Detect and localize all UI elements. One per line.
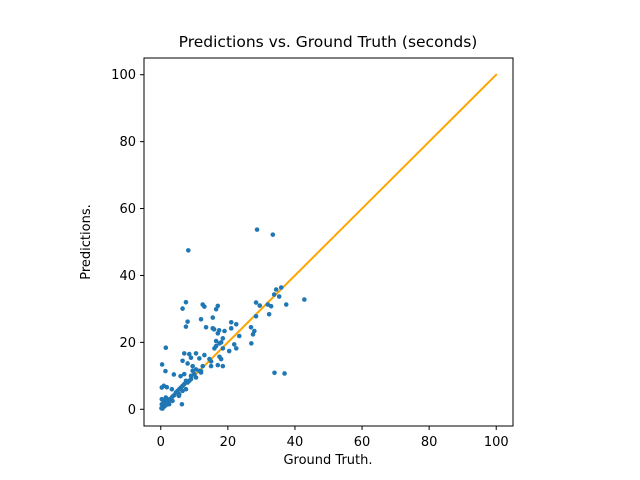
- scatter-point: [185, 248, 191, 253]
- y-tick-label: 0: [128, 403, 136, 418]
- scatter-point: [183, 299, 189, 305]
- y-tick-label: 80: [119, 135, 136, 150]
- y-tick-label: 100: [111, 68, 136, 83]
- y-axis-label: Predictions.: [79, 204, 94, 280]
- plot-area: 0 20 40 60 80 100 0 20 40 60 80 100: [111, 57, 514, 450]
- scatter-point: [181, 371, 187, 377]
- scatter-point: [170, 398, 175, 404]
- x-tick-label: 100: [484, 435, 509, 450]
- scatter-point: [179, 401, 185, 407]
- y-tick-label: 20: [119, 336, 136, 351]
- scatter-point: [213, 338, 219, 344]
- scatter-point: [188, 355, 194, 361]
- x-tick-label: 0: [157, 435, 165, 450]
- scatter-point: [302, 297, 307, 302]
- x-tick-label: 60: [354, 435, 371, 450]
- scatter-point: [197, 356, 202, 361]
- scatter-point: [222, 328, 227, 334]
- scatter-point: [210, 315, 216, 320]
- scatter-point: [248, 325, 254, 330]
- scatter-point: [273, 287, 279, 292]
- scatter-point: [180, 358, 185, 364]
- scatter-point: [218, 340, 224, 345]
- scatter-point: [270, 232, 276, 237]
- scatter-point: [176, 393, 182, 399]
- x-tick-label: 80: [421, 435, 438, 450]
- scatter-point: [218, 356, 224, 362]
- scatter-point: [231, 342, 237, 347]
- scatter-point: [188, 376, 194, 382]
- scatter-point: [159, 385, 165, 390]
- scatter-point: [213, 343, 219, 349]
- scatter-point: [233, 346, 239, 351]
- x-tick-label: 20: [220, 435, 237, 450]
- identity-line: [159, 73, 498, 411]
- scatter-point: [220, 336, 226, 341]
- scatter-point: [202, 304, 207, 309]
- scatter-point: [268, 303, 274, 309]
- scatter-point: [211, 327, 217, 332]
- scatter-point: [193, 375, 199, 380]
- scatter-point: [253, 313, 259, 319]
- scatter-point: [266, 311, 272, 317]
- y-tick-label: 40: [119, 269, 136, 284]
- scatter-point: [171, 372, 177, 377]
- scatter-point: [166, 401, 172, 407]
- scatter-point: [185, 361, 190, 366]
- scatter-point: [271, 292, 277, 297]
- scatter-point: [283, 302, 289, 307]
- scatter-point: [254, 227, 260, 232]
- scatter-point: [163, 368, 168, 374]
- scatter-point: [200, 363, 206, 369]
- scatter-point: [181, 351, 187, 356]
- x-tick-label: 40: [287, 435, 304, 450]
- scatter-point: [193, 351, 199, 356]
- plot-border: [143, 57, 514, 427]
- x-axis-label: Ground Truth.: [283, 453, 372, 468]
- scatter-point: [208, 359, 214, 364]
- scatter-point: [213, 306, 219, 312]
- scatter-point: [216, 328, 222, 333]
- scatter-point: [183, 324, 189, 329]
- scatter-point: [226, 348, 232, 354]
- scatter-point: [178, 373, 183, 379]
- scatter-point: [250, 332, 256, 337]
- scatter-point: [202, 352, 207, 358]
- scatter-point: [183, 386, 189, 392]
- scatter-point: [169, 386, 175, 392]
- scatter-point: [185, 319, 190, 324]
- scatter-point: [276, 294, 282, 299]
- scatter-point: [198, 316, 204, 322]
- scatter-point: [253, 300, 259, 305]
- scatter-point: [233, 321, 239, 327]
- scatter-point: [272, 370, 277, 376]
- scatter-point: [203, 325, 209, 330]
- scatter-point: [282, 371, 287, 376]
- scatter-point: [220, 363, 226, 369]
- chart-title: Predictions vs. Ground Truth (seconds): [179, 33, 478, 51]
- y-tick-label: 60: [119, 202, 136, 217]
- scatter-point: [215, 362, 221, 368]
- scatter-point: [228, 319, 234, 325]
- scatter-point: [164, 384, 170, 390]
- scatter-point: [180, 306, 185, 311]
- scatter-point: [278, 285, 284, 290]
- scatter-point: [249, 341, 254, 346]
- scatter-point: [236, 333, 242, 339]
- scatter-point: [163, 345, 169, 351]
- scatter-point: [190, 363, 195, 369]
- scatter-point: [257, 303, 263, 308]
- scatter-point: [198, 368, 204, 374]
- scatter-point: [228, 326, 234, 331]
- scatter-point: [186, 351, 192, 357]
- scatter-point: [159, 396, 165, 402]
- scatter-point: [159, 362, 165, 367]
- scatter-point: [208, 363, 214, 369]
- scatter-point: [220, 346, 226, 351]
- scatter-point: [193, 367, 199, 372]
